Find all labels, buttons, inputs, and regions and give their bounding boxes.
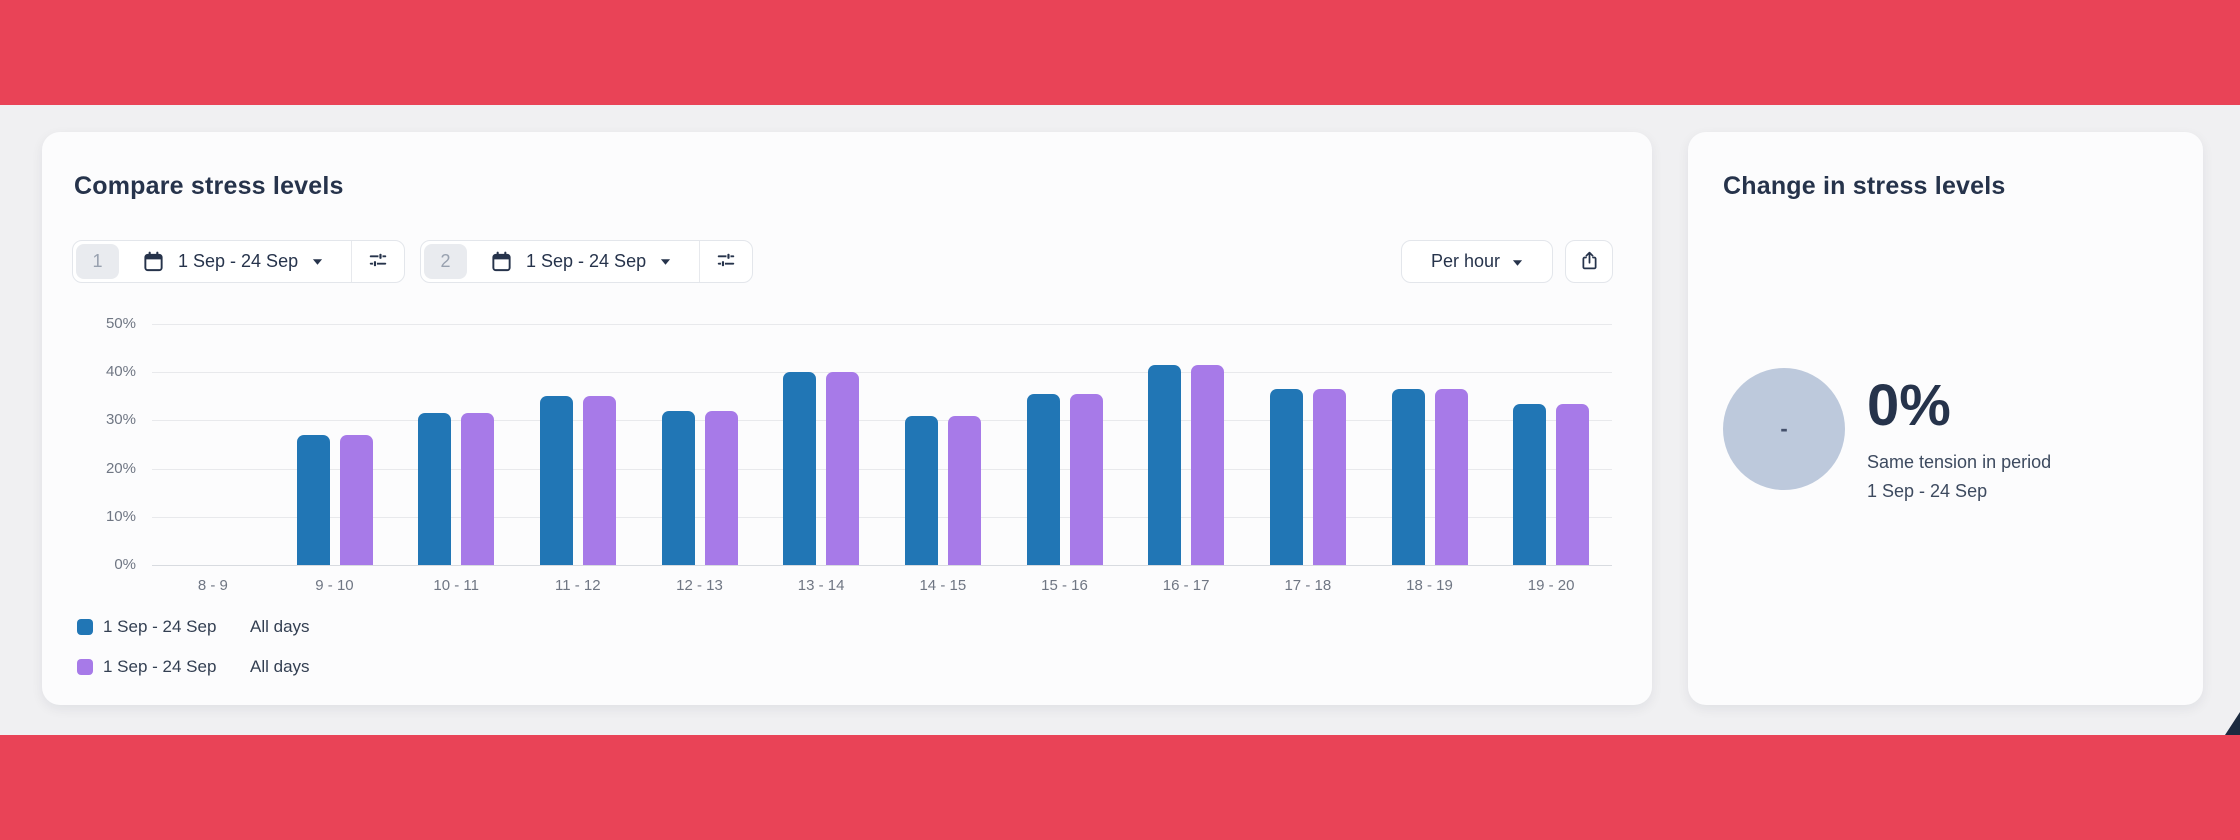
bar-series2[interactable] (339, 434, 373, 565)
bar-series2[interactable] (582, 396, 616, 565)
legend-range-label: 1 Sep - 24 Sep (103, 617, 217, 636)
bar-series1[interactable] (1391, 389, 1425, 565)
granularity-dropdown[interactable]: Per hour (1401, 240, 1553, 283)
change-indicator-circle: - (1723, 368, 1845, 490)
chevron-down-icon (660, 258, 671, 266)
filter-settings-button[interactable] (352, 241, 404, 282)
gridline (152, 565, 1612, 566)
corner-accent-triangle (2225, 712, 2240, 735)
date-range-label: 1 Sep - 24 Sep (178, 251, 299, 271)
gridline (152, 468, 1612, 470)
legend-swatch (77, 619, 93, 635)
bar-series1[interactable] (1026, 393, 1060, 565)
legend-item: 1 Sep - 24 Sep All days (77, 656, 310, 678)
change-description: Same tension in period 1 Sep - 24 Sep (1867, 448, 2051, 506)
period-number-badge: 2 (424, 244, 467, 279)
x-axis-tick-label: 12 - 13 (676, 577, 723, 594)
change-description-line1: Same tension in period (1867, 452, 2052, 472)
y-axis-tick-label: 50% (105, 315, 136, 332)
x-axis-tick-label: 11 - 12 (555, 577, 601, 594)
change-card: Change in stress levels - 0% Same tensio… (1688, 132, 2203, 705)
date-range-selector-2[interactable]: 2 1 Sep - 24 Sep (420, 240, 753, 283)
change-circle-label: - (1780, 416, 1788, 441)
x-axis-tick-label: 19 - 20 (1527, 577, 1575, 594)
gridline (152, 516, 1612, 518)
y-axis-tick-label: 40% (105, 363, 136, 381)
legend-item: 1 Sep - 24 Sep All days (77, 616, 310, 638)
divider (351, 241, 352, 282)
adjustments-icon (367, 249, 389, 274)
share-button[interactable] (1565, 240, 1613, 283)
gridline (152, 420, 1612, 422)
chevron-down-icon (312, 258, 323, 266)
bar-series2[interactable] (1434, 389, 1468, 565)
change-value: 0% (1867, 373, 1951, 438)
y-axis-tick-label: 0% (114, 556, 136, 573)
bar-series1[interactable] (783, 372, 817, 565)
x-axis-tick-label: 15 - 16 (1041, 577, 1088, 594)
bar-series2[interactable] (704, 410, 738, 565)
bar-series2[interactable] (461, 413, 495, 565)
filter-settings-button[interactable] (700, 241, 752, 282)
x-axis-tick-label: 14 - 15 (919, 577, 967, 594)
bar-series1[interactable] (1269, 389, 1303, 565)
bar-series2[interactable] (947, 415, 981, 565)
legend-range-label: 1 Sep - 24 Sep (103, 657, 217, 676)
top-banner (0, 0, 2240, 105)
bar-series2[interactable] (1191, 364, 1225, 565)
x-axis-tick-label: 10 - 11 (433, 577, 479, 594)
bar-series2[interactable] (1069, 393, 1103, 565)
bar-series1[interactable] (539, 396, 573, 565)
legend-days-label: All days (250, 617, 310, 636)
date-range-selector-1[interactable]: 1 1 Sep - 24 Sep (72, 240, 405, 283)
date-range-label: 1 Sep - 24 Sep (526, 251, 647, 271)
gridline (152, 372, 1612, 374)
legend-swatch (77, 659, 93, 675)
bar-series1[interactable] (418, 413, 452, 565)
legend-days-label: All days (250, 657, 310, 676)
period-number-badge: 1 (76, 244, 119, 279)
x-axis-tick-label: 8 - 9 (197, 577, 228, 594)
x-axis-tick-label: 13 - 14 (797, 577, 845, 594)
bar-series1[interactable] (661, 410, 695, 565)
y-axis-tick-label: 20% (105, 459, 136, 477)
x-axis-tick-label: 17 - 18 (1284, 577, 1332, 594)
bar-series1[interactable] (904, 415, 938, 565)
bar-series2[interactable] (1312, 389, 1346, 565)
x-axis-tick-label: 18 - 19 (1406, 577, 1453, 594)
bar-series1[interactable] (296, 434, 330, 565)
change-description-line2: 1 Sep - 24 Sep (1867, 481, 1988, 501)
bar-series1[interactable] (1148, 364, 1182, 565)
bar-series2[interactable] (826, 372, 860, 565)
granularity-label: Per hour (1430, 251, 1501, 271)
bar-series1[interactable] (1513, 403, 1547, 565)
share-icon (1579, 249, 1600, 275)
x-axis-tick-label: 9 - 10 (315, 577, 354, 594)
compare-card: Compare stress levels 1 1 Sep - 24 Sep (42, 132, 1652, 705)
change-card-title: Change in stress levels (1723, 172, 2006, 200)
compare-card-title: Compare stress levels (74, 172, 344, 200)
chevron-down-icon (1512, 251, 1523, 272)
y-axis-tick-label: 30% (105, 411, 136, 429)
bottom-banner (0, 735, 2240, 840)
x-axis-tick-label: 16 - 17 (1162, 577, 1210, 594)
adjustments-icon (715, 249, 737, 274)
bar-series2[interactable] (1556, 403, 1590, 565)
y-axis-tick-label: 10% (105, 507, 136, 525)
calendar-icon (142, 250, 165, 273)
gridline (152, 324, 1612, 325)
divider (699, 241, 700, 282)
calendar-icon (490, 250, 513, 273)
